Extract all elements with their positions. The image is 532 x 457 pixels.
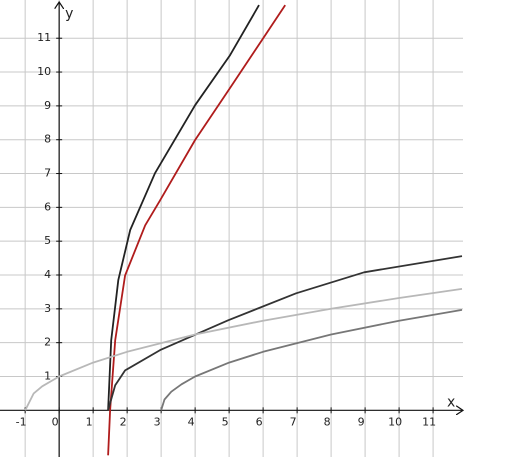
y-tick-label: 11 xyxy=(37,31,51,44)
y-tick-label: 7 xyxy=(44,167,51,180)
y-tick-label: 2 xyxy=(44,336,51,349)
x-tick-label: 6 xyxy=(256,415,263,428)
y-tick-label: 8 xyxy=(44,133,51,146)
y-tick-label: 1 xyxy=(44,369,51,382)
y-axis-label: y xyxy=(65,6,73,22)
y-tick-label: 5 xyxy=(44,234,51,247)
x-tick-label: 2 xyxy=(120,415,127,428)
y-tick-label: 3 xyxy=(44,302,51,315)
y-tick-label: 6 xyxy=(44,200,51,213)
x-tick-label: 10 xyxy=(388,415,402,428)
x-tick-label: 1 xyxy=(86,415,93,428)
y-tick-label: 4 xyxy=(44,268,51,281)
x-tick-label: 4 xyxy=(188,415,195,428)
x-tick-label: 9 xyxy=(358,415,365,428)
curve xyxy=(160,309,463,411)
x-tick-label: -1 xyxy=(16,415,27,428)
x-tick-label: 5 xyxy=(222,415,229,428)
x-tick-label: 11 xyxy=(422,415,436,428)
x-tick-label: 0 xyxy=(52,415,59,428)
curve xyxy=(107,4,286,456)
y-tick-label: 9 xyxy=(44,99,51,112)
x-axis-label: x xyxy=(447,394,455,410)
y-tick-label: 10 xyxy=(37,65,51,78)
x-tick-label: 8 xyxy=(324,415,331,428)
curve xyxy=(107,4,260,411)
x-tick-label: 3 xyxy=(154,415,161,428)
curve xyxy=(24,288,463,411)
x-tick-label: 7 xyxy=(290,415,297,428)
